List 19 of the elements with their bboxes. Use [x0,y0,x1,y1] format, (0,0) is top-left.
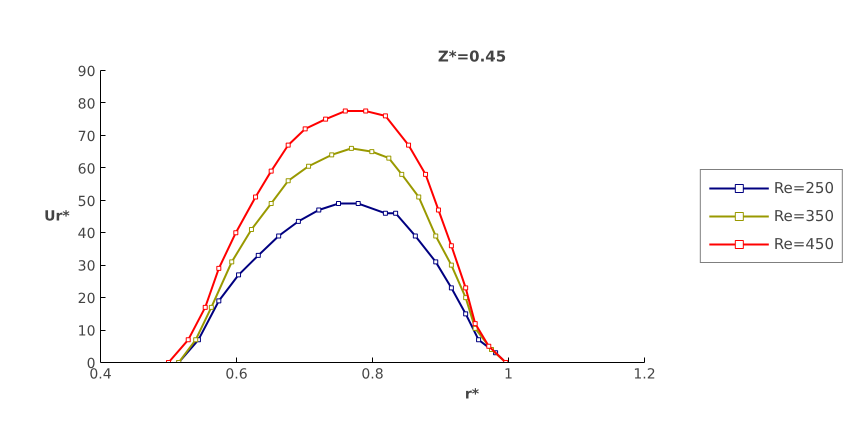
y-tick-label: 70 [78,128,96,145]
x-axis-title: r* [464,386,480,402]
y-tick-label: 20 [78,291,96,308]
legend-label: Re=450 [774,235,834,253]
y-tick-label: 30 [78,258,96,275]
legend-label: Re=350 [774,207,834,225]
chart-title: Z*=0.45 [438,48,506,66]
legend-label: Re=250 [774,179,834,197]
y-axis-title: Ur* [44,208,70,224]
x-tick-label: 1.2 [633,366,656,382]
x-tick-label: 1 [504,366,513,382]
y-tick-label: 90 [78,64,96,80]
y-tick-label: 60 [78,161,96,178]
y-tick-label: 10 [78,324,96,340]
x-tick-label: 0.8 [361,366,384,382]
x-tick-label: 0.6 [225,366,248,382]
y-tick-label: 40 [78,226,96,242]
y-tick-label: 80 [78,96,96,112]
y-tick-label: 50 [78,194,96,210]
